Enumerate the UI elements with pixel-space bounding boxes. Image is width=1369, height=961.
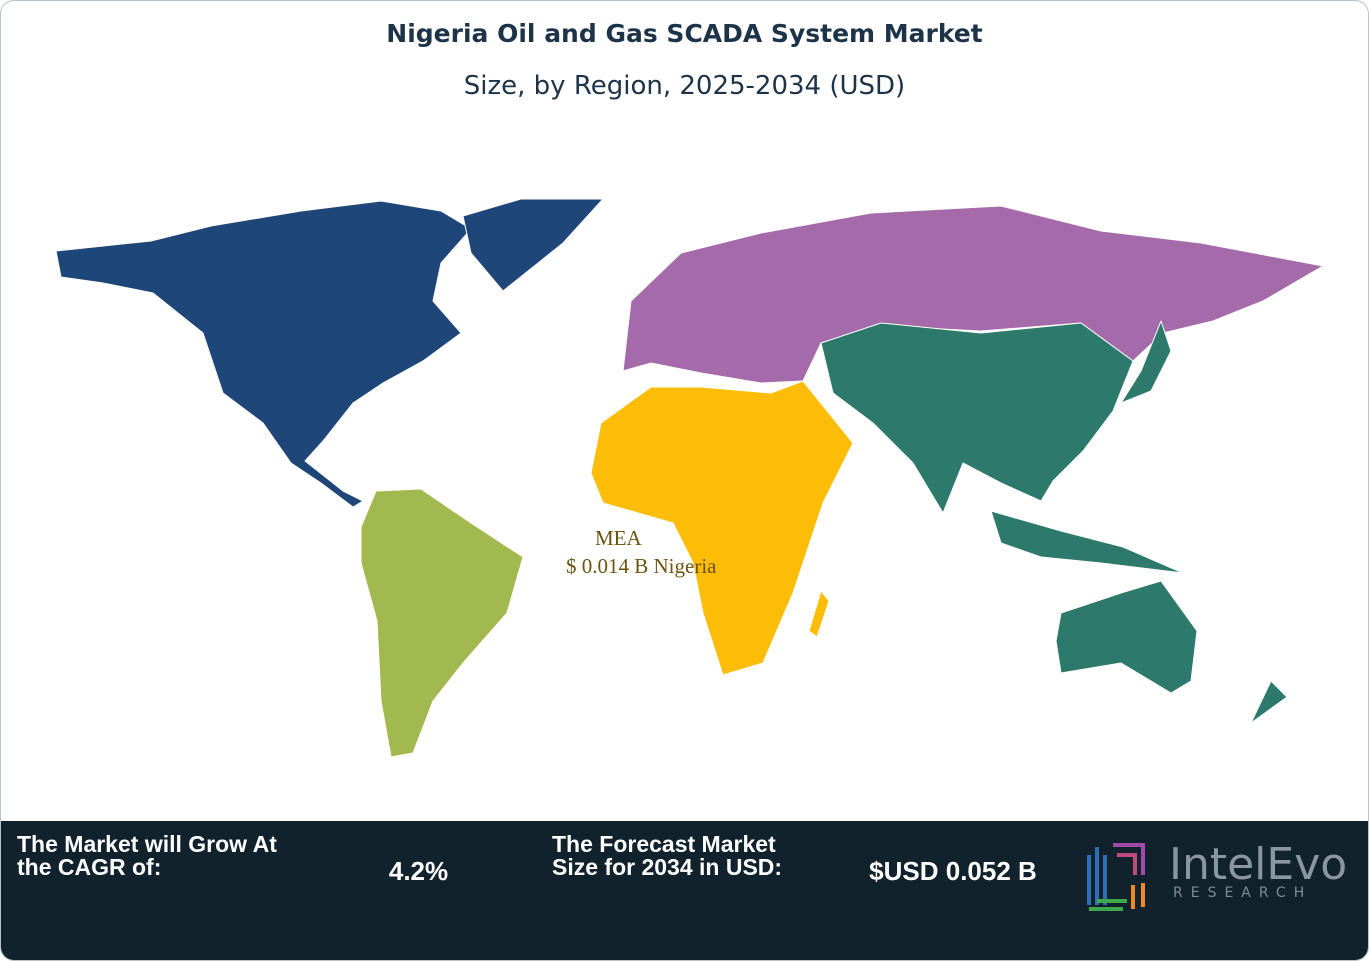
- southeast-asia-islands: [990, 510, 1184, 574]
- forecast-label: The Forecast Market Size for 2034 in USD…: [552, 831, 783, 880]
- forecast-value: $USD 0.052 B: [869, 856, 1037, 886]
- subtitle: Size, by Region, 2025-2034 (USD): [463, 71, 906, 101]
- logo-icon: [1087, 843, 1145, 911]
- greenland: [462, 198, 604, 292]
- cagr-label: The Market will Grow At the CAGR of:: [17, 831, 277, 880]
- australia: [1055, 580, 1198, 694]
- asia: [820, 322, 1134, 514]
- new-zealand: [1250, 680, 1288, 724]
- region-value: $ 0.014 B Nigeria: [566, 554, 717, 578]
- south-america: [360, 488, 524, 758]
- madagascar: [808, 590, 830, 638]
- title: Nigeria Oil and Gas SCADA System Market: [386, 19, 983, 48]
- europe-russia: [622, 205, 1324, 384]
- japan: [1120, 320, 1172, 404]
- world-map: [55, 198, 1324, 758]
- logo-name: IntelEvo: [1169, 839, 1348, 890]
- region-label: MEA: [595, 526, 642, 550]
- africa-middle-east: [590, 380, 854, 676]
- north-america: [55, 200, 472, 508]
- footer: The Market will Grow At the CAGR of: 4.2…: [1, 821, 1368, 960]
- cagr-value: 4.2%: [388, 856, 449, 886]
- logo-tagline: RESEARCH: [1173, 885, 1313, 901]
